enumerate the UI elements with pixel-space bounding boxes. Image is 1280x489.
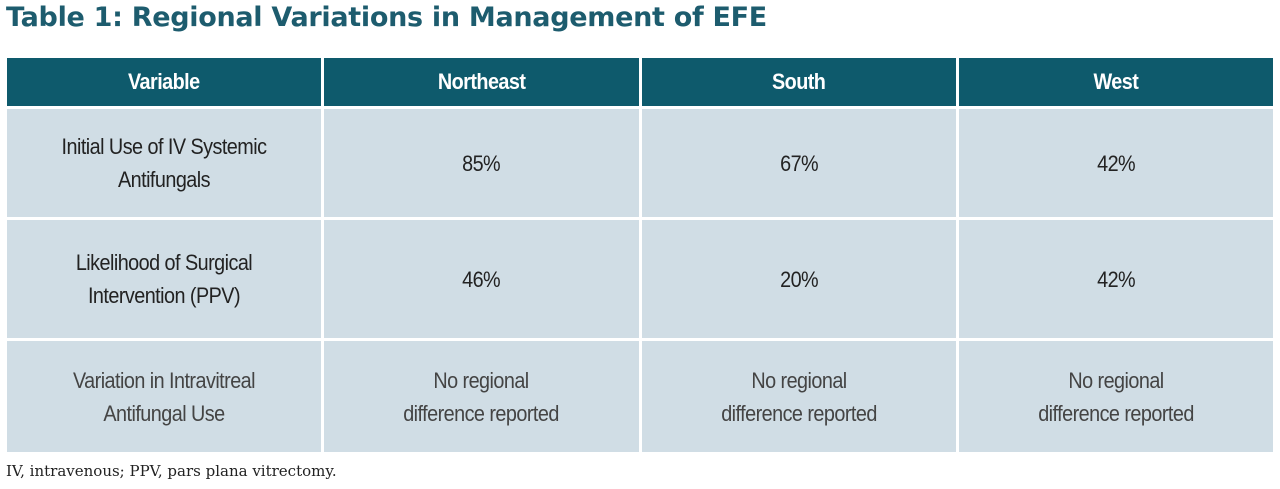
- regional-variations-table: Variable Northeast South West Initial Us…: [3, 55, 1277, 455]
- table-row: Likelihood of Surgical Intervention (PPV…: [3, 217, 1277, 341]
- cell-south: 20%: [638, 217, 959, 341]
- table-footnote: IV, intravenous; PPV, pars plana vitrect…: [6, 462, 337, 480]
- cell-west: 42%: [955, 217, 1277, 341]
- cell-northeast: 85%: [321, 106, 642, 220]
- cell-variable: Initial Use of IV Systemic Antifungals: [3, 106, 325, 220]
- cell-northeast: 46%: [321, 217, 642, 341]
- table-header-row: Variable Northeast South West: [3, 55, 1277, 109]
- cell-south: No regional difference reported: [638, 338, 959, 455]
- cell-variable: Variation in Intravitreal Antifungal Use: [3, 338, 325, 455]
- cell-variable: Likelihood of Surgical Intervention (PPV…: [3, 217, 325, 341]
- table-row: Initial Use of IV Systemic Antifungals 8…: [3, 106, 1277, 220]
- cell-south: 67%: [638, 106, 959, 220]
- cell-west: 42%: [955, 106, 1277, 220]
- table-title: Table 1: Regional Variations in Manageme…: [6, 2, 767, 33]
- cell-northeast: No regional difference reported: [321, 338, 642, 455]
- header-west: West: [955, 55, 1277, 109]
- table-row: Variation in Intravitreal Antifungal Use…: [3, 338, 1277, 455]
- cell-west: No regional difference reported: [955, 338, 1277, 455]
- header-south: South: [638, 55, 959, 109]
- header-variable: Variable: [3, 55, 325, 109]
- header-northeast: Northeast: [321, 55, 642, 109]
